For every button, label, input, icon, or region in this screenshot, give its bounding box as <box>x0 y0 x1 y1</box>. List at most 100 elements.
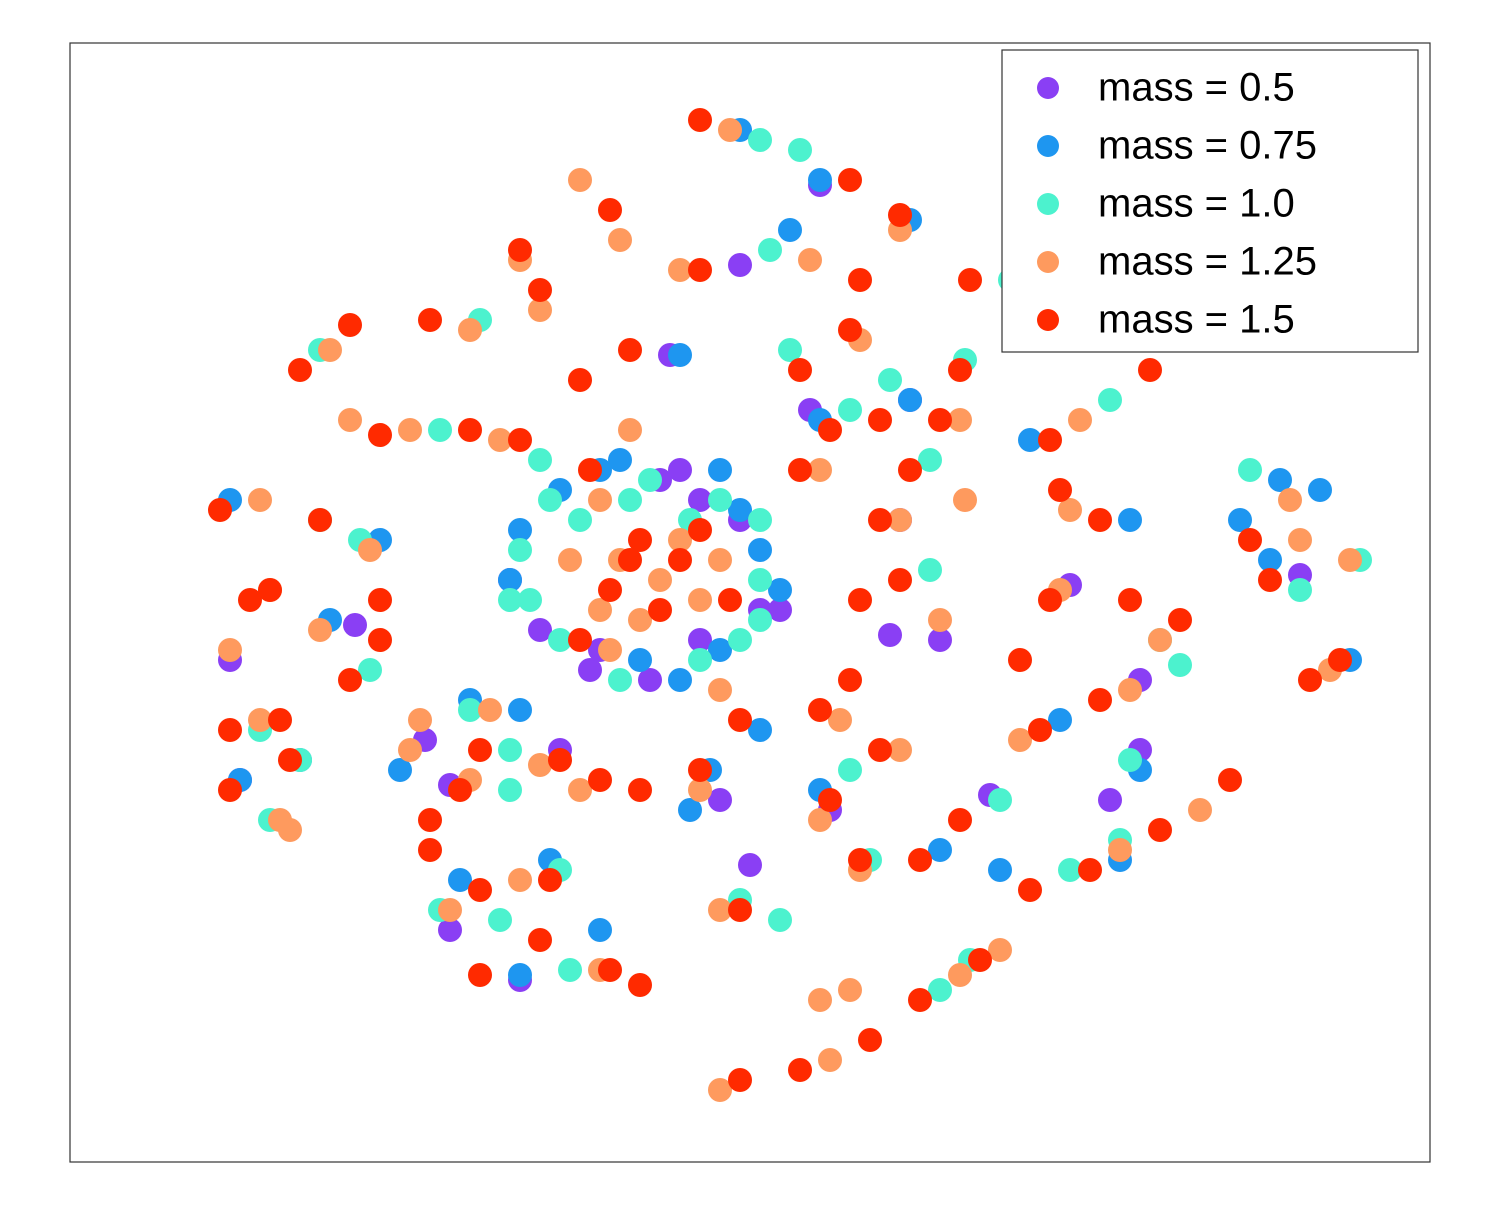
scatter-point <box>768 578 792 602</box>
scatter-point <box>1058 858 1082 882</box>
scatter-point <box>888 738 912 762</box>
scatter-point <box>438 898 462 922</box>
scatter-point <box>888 203 912 227</box>
legend-label: mass = 0.75 <box>1098 124 1317 168</box>
legend-marker <box>1037 193 1059 215</box>
scatter-point <box>1168 653 1192 677</box>
scatter-point <box>608 228 632 252</box>
scatter-point <box>808 988 832 1012</box>
scatter-point <box>688 258 712 282</box>
scatter-point <box>838 668 862 692</box>
scatter-point <box>548 748 572 772</box>
scatter-point <box>508 518 532 542</box>
scatter-point <box>468 878 492 902</box>
scatter-point <box>498 778 522 802</box>
scatter-point <box>488 908 512 932</box>
legend-marker <box>1037 135 1059 157</box>
scatter-point <box>768 598 792 622</box>
scatter-point <box>928 628 952 652</box>
scatter-point <box>588 598 612 622</box>
scatter-point <box>1118 508 1142 532</box>
scatter-point <box>798 248 822 272</box>
scatter-point <box>668 548 692 572</box>
scatter-point <box>788 1058 812 1082</box>
scatter-point <box>608 448 632 472</box>
scatter-point <box>708 638 732 662</box>
scatter-point <box>618 488 642 512</box>
scatter-point <box>218 778 242 802</box>
scatter-point <box>668 668 692 692</box>
scatter-point <box>598 958 622 982</box>
scatter-point <box>818 418 842 442</box>
scatter-point <box>248 488 272 512</box>
scatter-point <box>1238 458 1262 482</box>
legend-label: mass = 1.0 <box>1098 182 1295 226</box>
scatter-point <box>1108 838 1132 862</box>
scatter-point <box>918 448 942 472</box>
scatter-point <box>878 623 902 647</box>
scatter-point <box>948 963 972 987</box>
scatter-point <box>638 468 662 492</box>
scatter-point <box>1138 358 1162 382</box>
legend-box <box>1001 49 1419 353</box>
scatter-point <box>838 758 862 782</box>
scatter-point <box>1278 488 1302 512</box>
scatter-point <box>808 698 832 722</box>
plot-frame <box>69 42 1431 1163</box>
scatter-point <box>958 268 982 292</box>
scatter-point <box>748 538 772 562</box>
scatter-point <box>418 808 442 832</box>
scatter-point <box>1308 478 1332 502</box>
scatter-point <box>788 358 812 382</box>
scatter-point <box>308 618 332 642</box>
scatter-point <box>398 738 422 762</box>
scatter-point <box>928 838 952 862</box>
scatter-point <box>953 488 977 512</box>
scatter-point <box>458 698 482 722</box>
scatter-point <box>418 838 442 862</box>
scatter-point <box>508 538 532 562</box>
scatter-point <box>1008 728 1032 752</box>
scatter-point <box>628 528 652 552</box>
scatter-point <box>588 768 612 792</box>
scatter-point <box>478 698 502 722</box>
scatter-point <box>768 908 792 932</box>
scatter-point <box>828 708 852 732</box>
scatter-point <box>688 758 712 782</box>
scatter-point <box>598 638 622 662</box>
scatter-point <box>1258 568 1282 592</box>
scatter-point <box>888 568 912 592</box>
scatter-point <box>218 718 242 742</box>
scatter-point <box>838 978 862 1002</box>
scatter-point <box>448 778 472 802</box>
scatter-point <box>398 418 422 442</box>
scatter-point <box>848 848 872 872</box>
scatter-point <box>1098 388 1122 412</box>
scatter-point <box>708 678 732 702</box>
legend-marker <box>1037 309 1059 331</box>
scatter-point <box>908 988 932 1012</box>
scatter-point <box>248 708 272 732</box>
scatter-point <box>578 458 602 482</box>
scatter-point <box>708 488 732 512</box>
scatter-point <box>568 168 592 192</box>
scatter-point <box>588 918 612 942</box>
scatter-point <box>388 758 412 782</box>
scatter-point <box>838 398 862 422</box>
legend-label: mass = 0.5 <box>1098 66 1295 110</box>
scatter-point <box>748 508 772 532</box>
scatter-point <box>1088 688 1112 712</box>
scatter-point <box>1068 408 1092 432</box>
scatter-point <box>688 778 712 802</box>
scatter-point <box>988 858 1012 882</box>
scatter-point <box>648 568 672 592</box>
scatter-point <box>988 788 1012 812</box>
scatter-point <box>1288 528 1312 552</box>
scatter-point <box>1188 798 1212 822</box>
scatter-point <box>568 628 592 652</box>
scatter-point <box>568 508 592 532</box>
scatter-point <box>1048 478 1072 502</box>
scatter-point <box>848 588 872 612</box>
scatter-point <box>1338 548 1362 572</box>
scatter-point <box>598 198 622 222</box>
